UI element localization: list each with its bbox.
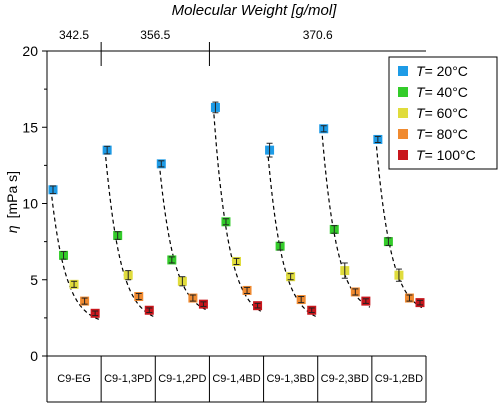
legend-label: T= 80°C [416, 126, 468, 142]
top-axis-label: Molecular Weight [g/mol] [172, 2, 338, 19]
fit-curve [158, 163, 208, 311]
category-label: C9-1,3PD [104, 373, 152, 385]
legend-label: T= 40°C [416, 84, 468, 100]
category-label: C9-1,2BD [375, 373, 423, 385]
legend-marker [398, 108, 408, 118]
y-tick-label: 15 [22, 119, 38, 135]
legend-marker [398, 66, 408, 76]
category-label: C9-1,2PD [158, 373, 206, 385]
legend-marker [398, 129, 408, 139]
svg-text:η [mPa s]: η [mPa s] [4, 171, 20, 233]
legend-marker [398, 87, 408, 97]
legend-label: T= 60°C [416, 105, 468, 121]
fit-curve [50, 189, 100, 320]
y-axis-symbol: η [4, 225, 20, 233]
molecular-weight-label: 342.5 [59, 28, 89, 42]
fit-curves [50, 107, 425, 320]
category-label: C9-2,3BD [321, 373, 369, 385]
y-tick-label: 5 [30, 272, 38, 288]
fit-curve [104, 150, 154, 317]
axes: 0 5 10 15 20 C9-EG C9-1,3PD C9-1,2PD C9-1,4BD C9-… [22, 28, 427, 403]
molecular-weight-label: 370.6 [303, 28, 333, 42]
legend-label: T= 100°C [416, 147, 476, 163]
data-points [48, 101, 425, 318]
legend: T= 20°C T= 40°C T= 60°C T= 80°C T= 100°C [388, 56, 498, 170]
y-axis-label: η [mPa s] [4, 171, 20, 233]
molecular-weight-label: 356.5 [140, 28, 170, 42]
legend-label: T= 20°C [416, 63, 468, 79]
y-tick-label: 20 [22, 43, 38, 59]
category-label: C9-1,3BD [266, 373, 314, 385]
category-label: C9-EG [57, 373, 91, 385]
y-tick-label: 10 [22, 196, 38, 212]
category-label: C9-1,4BD [212, 373, 260, 385]
y-tick-label: 0 [30, 348, 38, 364]
y-axis-unit: [mPa s] [4, 171, 20, 218]
fit-curve [212, 107, 262, 313]
fit-curve [267, 150, 316, 317]
legend-marker [398, 150, 408, 160]
fit-curve [321, 128, 371, 308]
